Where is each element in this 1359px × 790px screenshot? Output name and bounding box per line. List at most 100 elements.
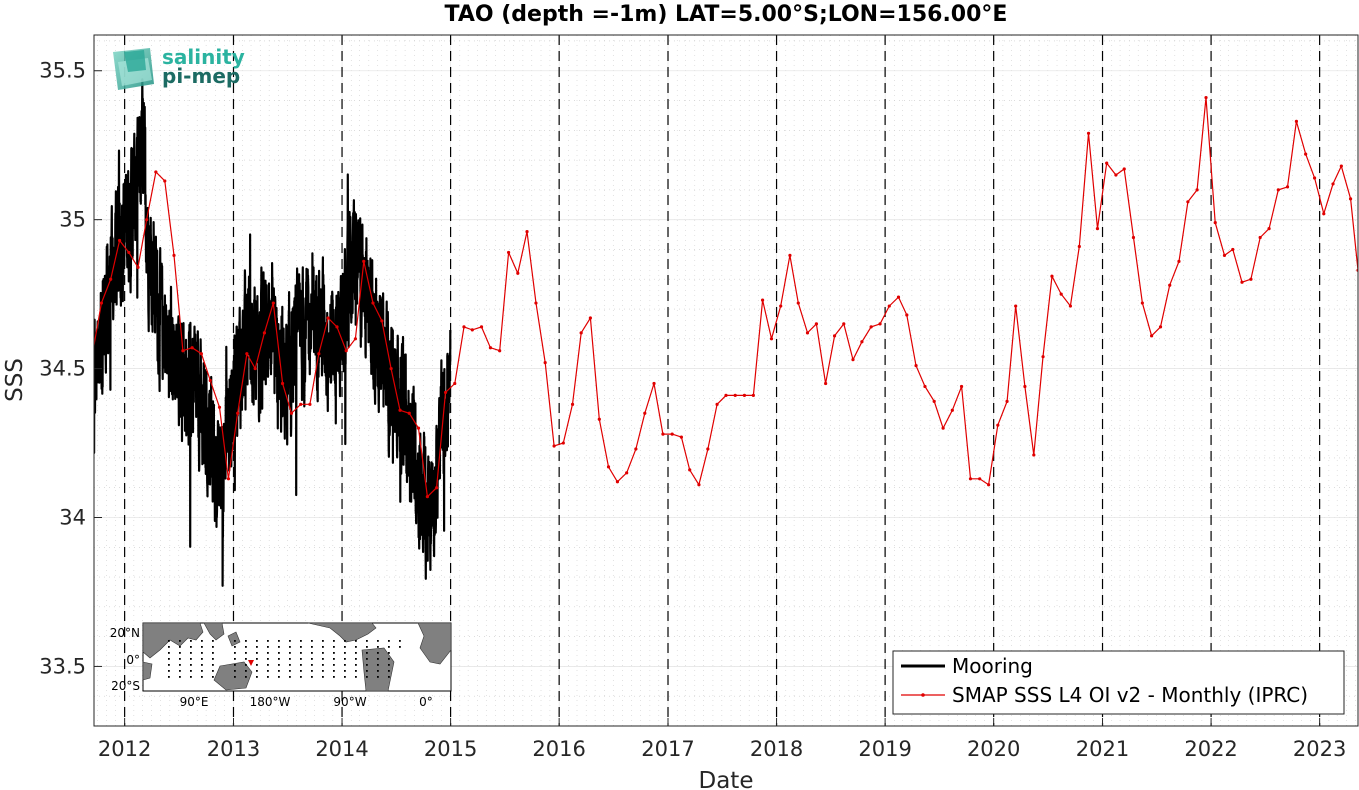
smap-point	[788, 253, 792, 258]
smap-point	[1158, 325, 1163, 329]
buoy-dot	[234, 658, 236, 660]
smap-point	[280, 381, 285, 386]
smap-point	[1204, 95, 1208, 100]
buoy-dot	[278, 676, 280, 678]
buoy-dot	[322, 664, 324, 666]
buoy-dot	[366, 652, 368, 654]
buoy-dot	[311, 646, 313, 648]
smap-point	[99, 301, 104, 305]
y-tick-label: 34.5	[39, 357, 86, 381]
buoy-dot	[388, 664, 390, 666]
buoy-dot	[190, 670, 192, 672]
logo-line1: salinity	[162, 45, 245, 69]
buoy-dot	[311, 652, 313, 654]
smap-point	[1077, 244, 1081, 249]
buoy-dot	[256, 664, 258, 666]
x-tick-label: 2021	[1076, 737, 1129, 761]
smap-point	[1140, 301, 1144, 305]
buoy-dot	[377, 658, 379, 660]
buoy-dot	[201, 676, 203, 678]
smap-point	[380, 319, 384, 323]
buoy-dot	[168, 652, 170, 654]
smap-point	[1122, 167, 1126, 171]
buoy-dot	[289, 664, 291, 666]
buoy-dot	[289, 646, 291, 648]
buoy-dot	[289, 676, 291, 678]
smap-point	[724, 393, 728, 397]
smap-point	[1267, 226, 1271, 231]
smap-point	[643, 411, 647, 415]
x-axis-label: Date	[699, 768, 754, 790]
smap-point	[661, 432, 665, 436]
buoy-dot	[311, 670, 313, 672]
smap-point	[136, 265, 140, 269]
smap-point	[1068, 304, 1073, 308]
land-masses	[142, 622, 452, 692]
y-axis-label: SSS	[2, 358, 28, 402]
buoy-dot	[267, 676, 269, 678]
buoy-dot	[256, 670, 258, 672]
smap-point	[1322, 212, 1326, 216]
smap-point	[1294, 119, 1299, 123]
smap-point	[1177, 259, 1181, 263]
smap-point	[407, 411, 411, 415]
smap-point	[625, 471, 629, 475]
buoy-dot	[212, 658, 214, 660]
buoy-dot	[289, 670, 291, 672]
smap-point	[1023, 384, 1027, 389]
x-tick-label: 2018	[750, 737, 803, 761]
buoy-dot	[388, 646, 390, 648]
smap-point	[516, 271, 520, 275]
buoy-dot	[344, 658, 346, 660]
smap-point	[805, 331, 810, 335]
plot-frame	[93, 34, 1359, 727]
smap-point	[1213, 221, 1217, 225]
buoy-dot	[201, 652, 203, 654]
buoy-dot	[168, 640, 170, 642]
buoy-dot	[366, 676, 368, 678]
buoy-dot	[179, 664, 181, 666]
buoy-dot	[179, 652, 181, 654]
x-tick-label: 2020	[967, 737, 1020, 761]
buoy-dot	[311, 676, 313, 678]
smap-point	[1304, 152, 1308, 156]
buoy-dot	[377, 640, 379, 642]
smap-point	[1105, 161, 1109, 165]
buoy-dot	[355, 646, 357, 648]
smap-point	[299, 402, 303, 406]
smap-point	[1041, 355, 1045, 359]
smap-point	[190, 346, 194, 350]
buoy-dot	[355, 670, 357, 672]
smap-point	[869, 325, 873, 329]
smap-point	[860, 340, 864, 344]
buoy-dot	[322, 646, 324, 648]
x-tick-label: 2013	[207, 737, 260, 761]
smap-point	[1114, 173, 1118, 177]
buoy-dot	[256, 640, 258, 642]
smap-point	[479, 325, 484, 329]
buoy-dot	[245, 664, 247, 666]
buoy-dot	[344, 646, 346, 648]
smap-point	[217, 405, 222, 409]
smap-point	[271, 301, 275, 305]
smap-point	[832, 334, 837, 338]
smap-point	[488, 346, 493, 350]
buoy-dot	[366, 670, 368, 672]
inset-lon-90e: 90°E	[180, 695, 209, 709]
smap-point	[1258, 235, 1262, 240]
inset-lon-180w: 180°W	[250, 695, 291, 709]
smap-point	[887, 304, 891, 308]
smap-point	[199, 352, 203, 356]
smap-point	[109, 277, 113, 281]
buoy-dot	[245, 676, 247, 678]
buoy-dot	[212, 664, 214, 666]
smap-point	[968, 477, 973, 481]
smap-point	[470, 328, 474, 332]
buoy-dot	[179, 646, 181, 648]
smap-point	[779, 304, 783, 308]
buoy-dot	[245, 652, 247, 654]
buoy-dot	[333, 658, 335, 660]
buoy-dot	[234, 664, 236, 666]
buoy-dot	[377, 646, 379, 648]
smap-point	[1095, 226, 1100, 231]
